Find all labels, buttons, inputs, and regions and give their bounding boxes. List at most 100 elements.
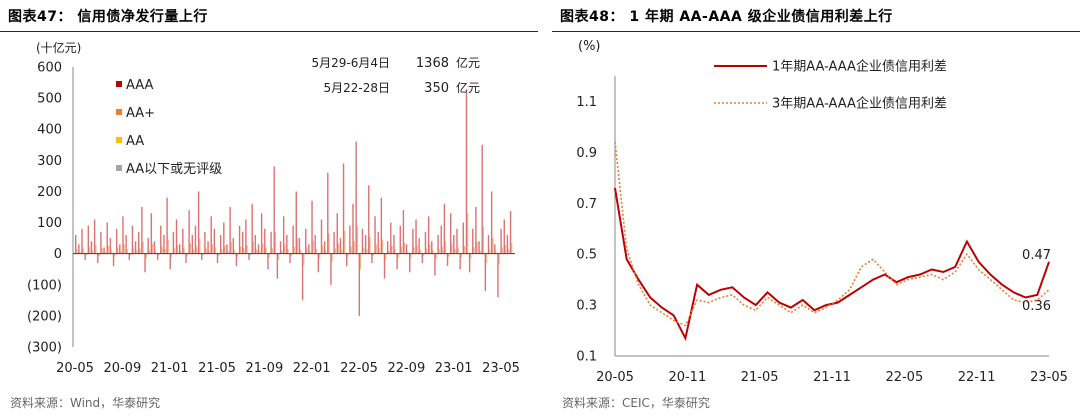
bar-aaa: [119, 244, 121, 254]
bar-aa-plus: [268, 253, 270, 258]
bar-aa-plus: [252, 241, 254, 254]
bar-aaa: [503, 219, 505, 254]
bar-aa-plus: [256, 249, 258, 254]
bar-aaa: [487, 235, 490, 254]
bar-aa-plus: [460, 253, 462, 258]
bar-aa-plus: [501, 247, 503, 254]
bar-aaa: [248, 253, 250, 260]
bar-aaa: [409, 253, 411, 273]
x-tick-label: 22-01: [293, 361, 331, 376]
x-tick-label: 20-11: [668, 370, 706, 385]
bar-aa-plus: [445, 241, 447, 254]
series-line-3y: [614, 142, 1050, 327]
bar-aaa: [305, 228, 307, 254]
bar-aaa: [97, 253, 99, 263]
bar-aa-plus: [486, 253, 488, 263]
bar-aaa: [368, 185, 370, 254]
y-tick-label: 100: [37, 216, 62, 231]
bar-aa-plus: [394, 249, 396, 254]
bar-aaa: [418, 238, 420, 254]
bar-aaa: [431, 241, 433, 254]
bar-aa-plus: [193, 249, 195, 254]
bar-aaa: [323, 241, 326, 254]
bar-aa-plus: [495, 251, 497, 254]
bar-aa-plus: [382, 239, 384, 254]
bar-aa-plus: [262, 243, 264, 254]
bar-aa-plus: [104, 252, 106, 254]
bar-aaa: [238, 225, 241, 254]
bar-aa-plus: [123, 244, 125, 254]
bar-aa-plus: [293, 246, 295, 254]
bar-aa-plus: [170, 253, 173, 258]
bar-aaa: [141, 207, 143, 254]
bar-aaa: [235, 253, 238, 267]
bar-aa-plus: [164, 249, 166, 254]
bar-aa-plus: [221, 249, 223, 254]
bar-aa-plus: [341, 249, 343, 254]
bar-aa-plus: [508, 249, 510, 254]
bar-aa-plus: [259, 251, 261, 254]
bar-aaa: [147, 238, 149, 254]
x-tick-label: 23-05: [1030, 370, 1068, 385]
y-unit-label: (%): [578, 39, 601, 54]
bar-aaa: [106, 222, 108, 254]
bar-aaa: [191, 235, 194, 254]
bar-aa-plus: [511, 243, 513, 254]
bar-aaa: [333, 231, 335, 254]
legend-swatch: [116, 137, 122, 143]
bar-aa-plus: [189, 242, 191, 254]
y-tick-label: 0.7: [576, 197, 597, 212]
bar-aa-plus: [284, 244, 286, 254]
bar-aa-plus: [498, 253, 500, 265]
bar-aa-plus: [413, 247, 415, 254]
source-note: 资料来源：Wind，华泰研究: [10, 396, 161, 410]
bar-aaa: [465, 91, 468, 254]
y-tick-label: 200: [37, 185, 62, 200]
bar-aa-plus: [205, 248, 207, 254]
bar-aaa: [229, 207, 231, 254]
bar-aa-plus: [337, 243, 340, 254]
right-panel: 图表48： 1 年期 AA-AAA 级企业债信用利差上行 (%) 1.1 0.9 0.…: [552, 0, 1080, 417]
bar-aaa: [459, 253, 461, 270]
bar-aaa: [500, 228, 502, 254]
bar-aa-plus: [202, 253, 204, 256]
bar-aaa: [87, 225, 90, 254]
x-tick-label: 22-05: [885, 370, 923, 385]
y-tick-label: 500: [37, 92, 62, 107]
source-note: 资料来源：CEIC，华泰研究: [562, 396, 710, 410]
bar-aa-plus: [397, 253, 399, 258]
bar-aa-plus: [344, 231, 346, 254]
bar-aa-plus: [211, 244, 214, 254]
bar-aa-plus: [107, 245, 110, 254]
bar-aa-plus: [306, 247, 308, 254]
bar-aaa: [449, 213, 452, 254]
bar-aa-plus: [249, 253, 251, 256]
bar-aaa: [75, 235, 77, 254]
bar-aa-plus: [158, 253, 160, 256]
bar-aaa: [415, 219, 417, 254]
bar-aaa: [153, 241, 156, 254]
bar-aaa: [399, 225, 401, 254]
bar-aaa: [223, 222, 225, 254]
bar-aaa: [339, 238, 342, 254]
bar-aa-plus: [139, 248, 141, 254]
bar-aaa: [352, 203, 354, 254]
bar-aa-plus: [438, 249, 440, 254]
bar-aa-plus: [265, 247, 267, 254]
legend-label: AA+: [126, 106, 155, 121]
bar-aaa: [364, 235, 367, 254]
legend-swatch: [116, 165, 122, 171]
bar-aaa: [317, 253, 320, 273]
y-tick-label: 0.9: [576, 146, 597, 161]
bar-aa-plus: [388, 250, 390, 254]
bar-aa-plus: [322, 245, 324, 254]
legend-label: AAA: [126, 78, 154, 93]
x-tick-label: 22-11: [958, 370, 996, 385]
bar-aa-plus: [334, 248, 336, 254]
bar-aaa: [446, 253, 449, 267]
bar-aaa: [226, 244, 228, 254]
bar-aaa: [216, 253, 219, 263]
bar-aa-plus: [432, 250, 434, 254]
bar-aaa: [424, 231, 427, 254]
bar-aa-plus: [319, 253, 321, 259]
